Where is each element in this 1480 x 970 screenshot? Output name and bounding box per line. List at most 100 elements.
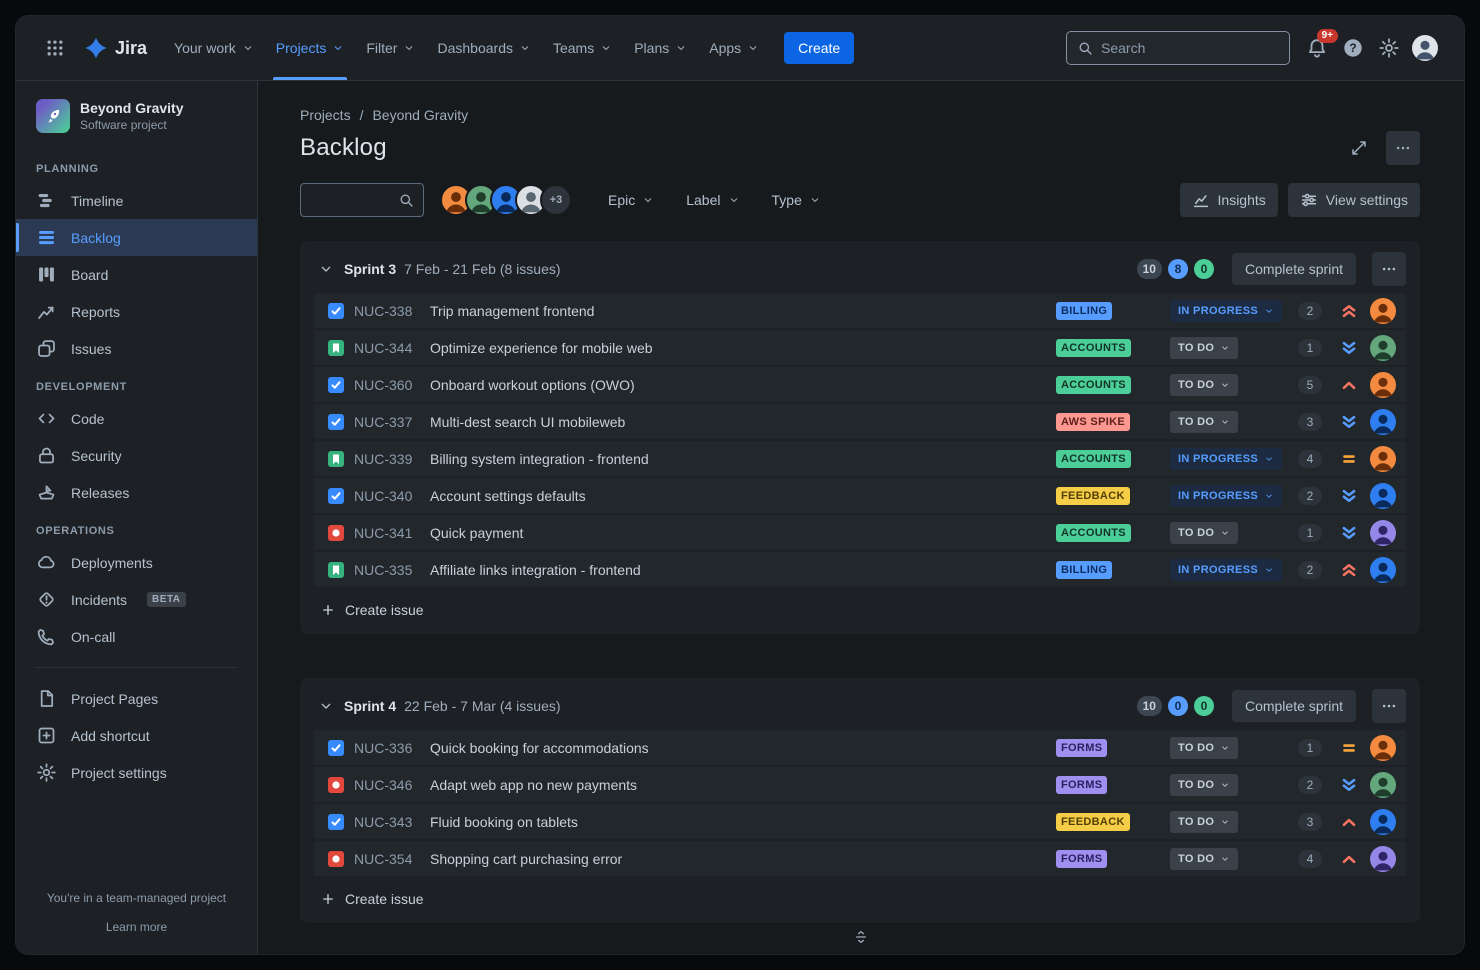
assignee-avatar[interactable]: [1370, 771, 1396, 798]
issue-row-nuc-346[interactable]: NUC-346 Adapt web app no new payments FORM…: [314, 767, 1406, 804]
estimate-badge[interactable]: 2: [1298, 775, 1322, 794]
backlog-search-input[interactable]: [310, 192, 398, 208]
epic-badge[interactable]: FEEDBACK: [1056, 486, 1130, 505]
epic-badge[interactable]: ACCOUNTS: [1056, 338, 1131, 357]
issue-row-nuc-360[interactable]: NUC-360 Onboard workout options (OWO) ACCO…: [314, 367, 1406, 404]
status-dropdown[interactable]: TO DO: [1170, 773, 1239, 796]
status-dropdown[interactable]: TO DO: [1170, 373, 1239, 396]
estimate-badge[interactable]: 3: [1298, 412, 1322, 431]
assignee-avatar[interactable]: [1370, 845, 1396, 872]
sidebar-item-board[interactable]: Board: [16, 256, 257, 293]
issue-row-nuc-344[interactable]: NUC-344 Optimize experience for mobile we…: [314, 330, 1406, 367]
estimate-badge[interactable]: 3: [1298, 812, 1322, 831]
sidebar-item-project-pages[interactable]: Project Pages: [16, 680, 257, 717]
backlog-search[interactable]: [300, 183, 424, 217]
estimate-badge[interactable]: 2: [1298, 560, 1322, 579]
epic-badge[interactable]: ACCOUNTS: [1056, 523, 1131, 542]
issue-row-nuc-337[interactable]: NUC-337 Multi-dest search UI mobileweb AWS…: [314, 404, 1406, 441]
assignee-avatar[interactable]: [1370, 808, 1396, 835]
estimate-badge[interactable]: 2: [1298, 301, 1322, 320]
sidebar-item-add-shortcut[interactable]: Add shortcut: [16, 717, 257, 754]
sidebar-item-issues[interactable]: Issues: [16, 330, 257, 367]
assignee-avatar[interactable]: [1370, 556, 1396, 583]
assignee-avatar[interactable]: [1370, 371, 1396, 398]
page-more-button[interactable]: [1386, 131, 1420, 165]
sprint-more-button[interactable]: [1372, 689, 1406, 723]
status-dropdown[interactable]: TO DO: [1170, 336, 1239, 359]
sidebar-item-security[interactable]: Security: [16, 437, 257, 474]
epic-badge[interactable]: ACCOUNTS: [1056, 449, 1131, 468]
complete-sprint-button[interactable]: Complete sprint: [1231, 253, 1356, 285]
estimate-badge[interactable]: 1: [1298, 338, 1322, 357]
issue-row-nuc-340[interactable]: NUC-340 Account settings defaults FEEDBACK…: [314, 478, 1406, 515]
jira-home-link[interactable]: Jira: [84, 36, 147, 60]
sidebar-item-code[interactable]: Code: [16, 400, 257, 437]
sidebar-item-timeline[interactable]: Timeline: [16, 182, 257, 219]
create-issue-button[interactable]: Create issue: [314, 878, 430, 921]
sidebar-item-incidents[interactable]: Incidents BETA: [16, 581, 257, 618]
breadcrumb-project[interactable]: Beyond Gravity: [372, 107, 469, 123]
epic-badge[interactable]: FORMS: [1056, 738, 1108, 757]
create-button[interactable]: Create: [784, 32, 855, 64]
sidebar-item-deployments[interactable]: Deployments: [16, 544, 257, 581]
topnav-your-work[interactable]: Your work: [163, 16, 265, 80]
assignee-avatar[interactable]: [1370, 519, 1396, 546]
epic-badge[interactable]: FORMS: [1056, 775, 1108, 794]
epic-badge[interactable]: FORMS: [1056, 849, 1108, 868]
global-search[interactable]: [1066, 31, 1290, 65]
topnav-apps[interactable]: Apps: [698, 16, 770, 80]
sidebar-item-on-call[interactable]: On-call: [16, 618, 257, 655]
sidebar-item-releases[interactable]: Releases: [16, 474, 257, 511]
assignee-avatar[interactable]: [1370, 334, 1396, 361]
view-settings-button[interactable]: View settings: [1287, 183, 1420, 217]
sidebar-item-reports[interactable]: Reports: [16, 293, 257, 330]
topnav-filter[interactable]: Filter: [355, 16, 426, 80]
fullscreen-button[interactable]: [1342, 131, 1376, 165]
estimate-badge[interactable]: 1: [1298, 738, 1322, 757]
estimate-badge[interactable]: 4: [1298, 449, 1322, 468]
status-dropdown[interactable]: IN PROGRESS: [1170, 484, 1283, 507]
estimate-badge[interactable]: 1: [1298, 523, 1322, 542]
project-header[interactable]: Beyond Gravity Software project: [16, 99, 257, 149]
profile-button[interactable]: [1408, 31, 1442, 65]
app-switcher-button[interactable]: [38, 31, 72, 65]
status-dropdown[interactable]: TO DO: [1170, 847, 1239, 870]
status-dropdown[interactable]: IN PROGRESS: [1170, 558, 1283, 581]
assignee-avatar[interactable]: [1370, 734, 1396, 761]
complete-sprint-button[interactable]: Complete sprint: [1231, 690, 1356, 722]
breadcrumb-projects[interactable]: Projects: [300, 107, 351, 123]
issue-row-nuc-339[interactable]: NUC-339 Billing system integration - fron…: [314, 441, 1406, 478]
learn-more-link[interactable]: Learn more: [105, 920, 168, 935]
issue-row-nuc-338[interactable]: NUC-338 Trip management frontend BILLING IN…: [314, 293, 1406, 330]
sidebar-item-project-settings[interactable]: Project settings: [16, 754, 257, 791]
epic-badge[interactable]: ACCOUNTS: [1056, 375, 1131, 394]
issue-row-nuc-336[interactable]: NUC-336 Quick booking for accommodations F…: [314, 730, 1406, 767]
estimate-badge[interactable]: 5: [1298, 375, 1322, 394]
avatar-overflow[interactable]: +3: [540, 184, 572, 216]
issue-row-nuc-343[interactable]: NUC-343 Fluid booking on tablets FEEDBACK T…: [314, 804, 1406, 841]
issue-row-nuc-335[interactable]: NUC-335 Affiliate links integration - fro…: [314, 552, 1406, 589]
assignee-avatar[interactable]: [1370, 482, 1396, 509]
epic-badge[interactable]: AWS SPIKE: [1056, 412, 1131, 431]
issue-row-nuc-354[interactable]: NUC-354 Shopping cart purchasing error FOR…: [314, 841, 1406, 878]
epic-badge[interactable]: BILLING: [1056, 560, 1113, 579]
estimate-badge[interactable]: 2: [1298, 486, 1322, 505]
sidebar-item-backlog[interactable]: Backlog: [16, 219, 257, 256]
issue-row-nuc-341[interactable]: NUC-341 Quick payment ACCOUNTS TO DO 1: [314, 515, 1406, 552]
estimate-badge[interactable]: 4: [1298, 849, 1322, 868]
notifications-button[interactable]: 9+: [1300, 29, 1338, 65]
assignee-avatar[interactable]: [1370, 297, 1396, 324]
topnav-teams[interactable]: Teams: [542, 16, 623, 80]
filter-type[interactable]: Type: [762, 184, 831, 216]
topnav-plans[interactable]: Plans: [623, 16, 698, 80]
settings-button[interactable]: [1372, 31, 1406, 65]
epic-badge[interactable]: BILLING: [1056, 301, 1113, 320]
resize-handle[interactable]: [849, 925, 873, 952]
status-dropdown[interactable]: TO DO: [1170, 410, 1239, 433]
help-button[interactable]: ?: [1336, 31, 1370, 65]
status-dropdown[interactable]: TO DO: [1170, 736, 1239, 759]
status-dropdown[interactable]: IN PROGRESS: [1170, 299, 1283, 322]
create-issue-button[interactable]: Create issue: [314, 589, 430, 632]
status-dropdown[interactable]: TO DO: [1170, 521, 1239, 544]
status-dropdown[interactable]: IN PROGRESS: [1170, 447, 1283, 470]
